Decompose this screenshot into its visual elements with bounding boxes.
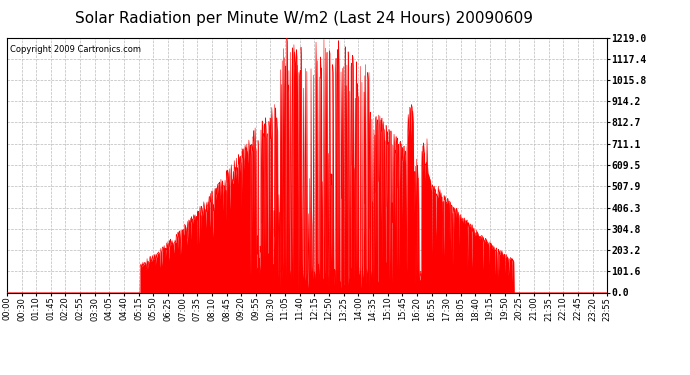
Text: Solar Radiation per Minute W/m2 (Last 24 Hours) 20090609: Solar Radiation per Minute W/m2 (Last 24… xyxy=(75,11,533,26)
Text: Copyright 2009 Cartronics.com: Copyright 2009 Cartronics.com xyxy=(10,45,141,54)
